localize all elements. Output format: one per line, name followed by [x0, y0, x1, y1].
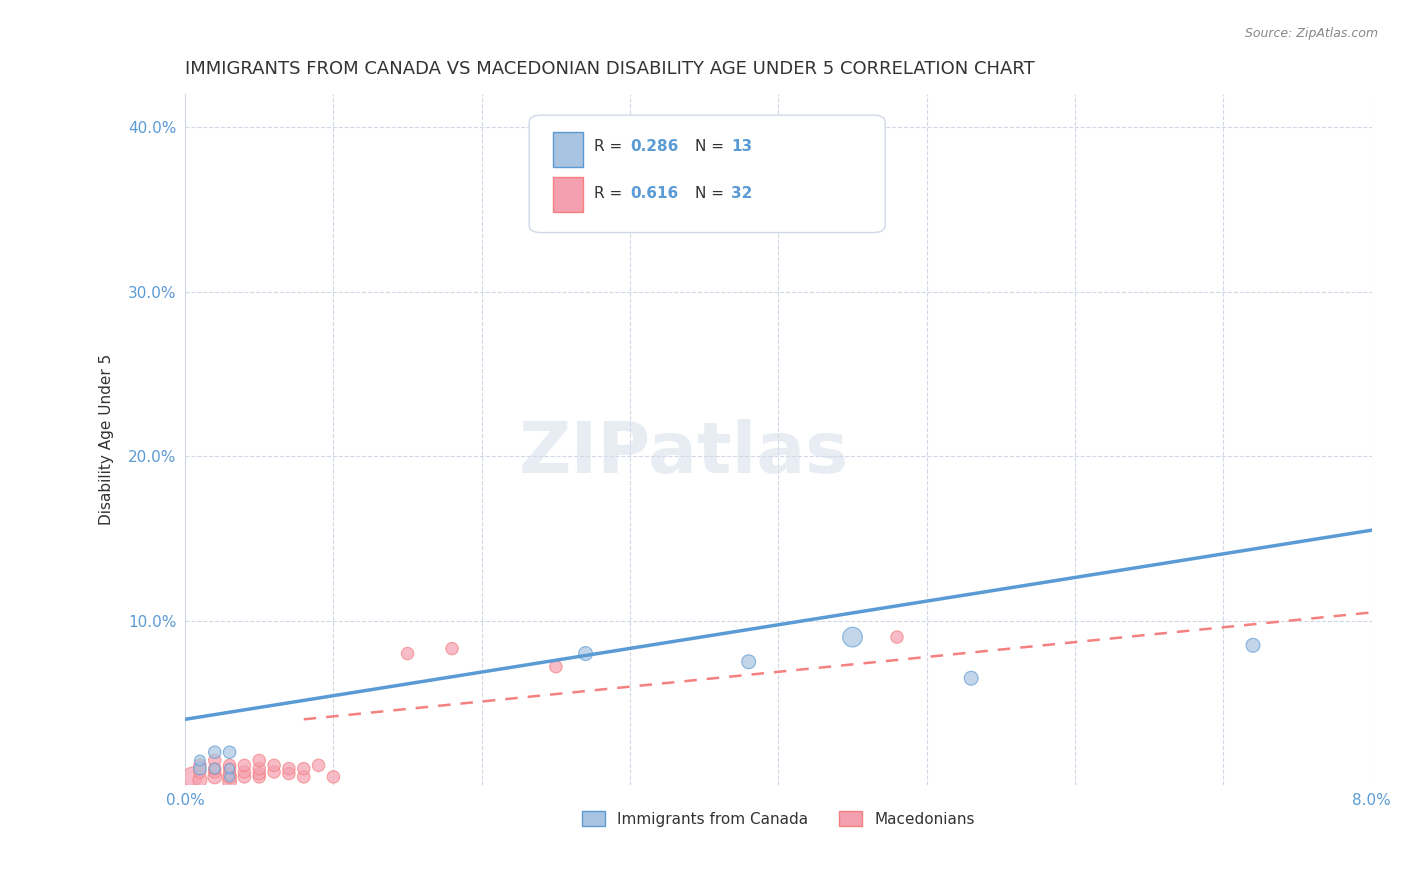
Point: [263, 758, 285, 772]
Point: [308, 758, 330, 772]
Text: IMMIGRANTS FROM CANADA VS MACEDONIAN DISABILITY AGE UNDER 5 CORRELATION CHART: IMMIGRANTS FROM CANADA VS MACEDONIAN DIS…: [186, 60, 1035, 78]
Point: [247, 770, 270, 784]
Point: [960, 671, 983, 685]
Point: [204, 762, 226, 776]
FancyBboxPatch shape: [529, 115, 886, 233]
Point: [277, 766, 299, 780]
Text: N =: N =: [696, 186, 730, 201]
Point: [544, 211, 567, 225]
Point: [1241, 638, 1264, 652]
Point: [396, 647, 419, 661]
Y-axis label: Disability Age Under 5: Disability Age Under 5: [100, 354, 114, 525]
Text: Source: ZipAtlas.com: Source: ZipAtlas.com: [1244, 27, 1378, 40]
Point: [841, 630, 863, 644]
Point: [233, 770, 256, 784]
Point: [188, 758, 211, 772]
Point: [233, 764, 256, 779]
Text: R =: R =: [595, 186, 627, 201]
Point: [204, 753, 226, 767]
Point: [204, 770, 226, 784]
Point: [218, 774, 240, 789]
Point: [441, 641, 464, 656]
Point: [218, 770, 240, 784]
FancyBboxPatch shape: [553, 132, 582, 167]
Text: 0.616: 0.616: [630, 186, 678, 201]
Point: [544, 659, 567, 673]
Point: [247, 766, 270, 780]
Point: [233, 758, 256, 772]
Point: [188, 753, 211, 767]
Point: [218, 745, 240, 759]
Point: [181, 770, 204, 784]
Point: [218, 762, 240, 776]
Point: [218, 758, 240, 772]
Point: [188, 762, 211, 776]
Point: [277, 762, 299, 776]
Text: N =: N =: [696, 139, 730, 153]
Text: ZIPatlas: ZIPatlas: [519, 419, 848, 488]
Point: [292, 770, 315, 784]
Point: [218, 770, 240, 784]
Point: [188, 773, 211, 788]
Point: [263, 764, 285, 779]
Point: [188, 764, 211, 779]
Text: 32: 32: [731, 186, 752, 201]
Text: 13: 13: [731, 139, 752, 153]
Point: [886, 630, 908, 644]
Legend: Immigrants from Canada, Macedonians: Immigrants from Canada, Macedonians: [576, 805, 981, 833]
Point: [218, 766, 240, 780]
Point: [737, 655, 759, 669]
Point: [204, 762, 226, 776]
Point: [247, 762, 270, 776]
Point: [322, 770, 344, 784]
Point: [218, 762, 240, 776]
Point: [204, 764, 226, 779]
Text: R =: R =: [595, 139, 627, 153]
Text: 0.286: 0.286: [630, 139, 679, 153]
Point: [204, 745, 226, 759]
Point: [574, 647, 596, 661]
Point: [247, 753, 270, 767]
Point: [292, 762, 315, 776]
FancyBboxPatch shape: [553, 178, 582, 211]
